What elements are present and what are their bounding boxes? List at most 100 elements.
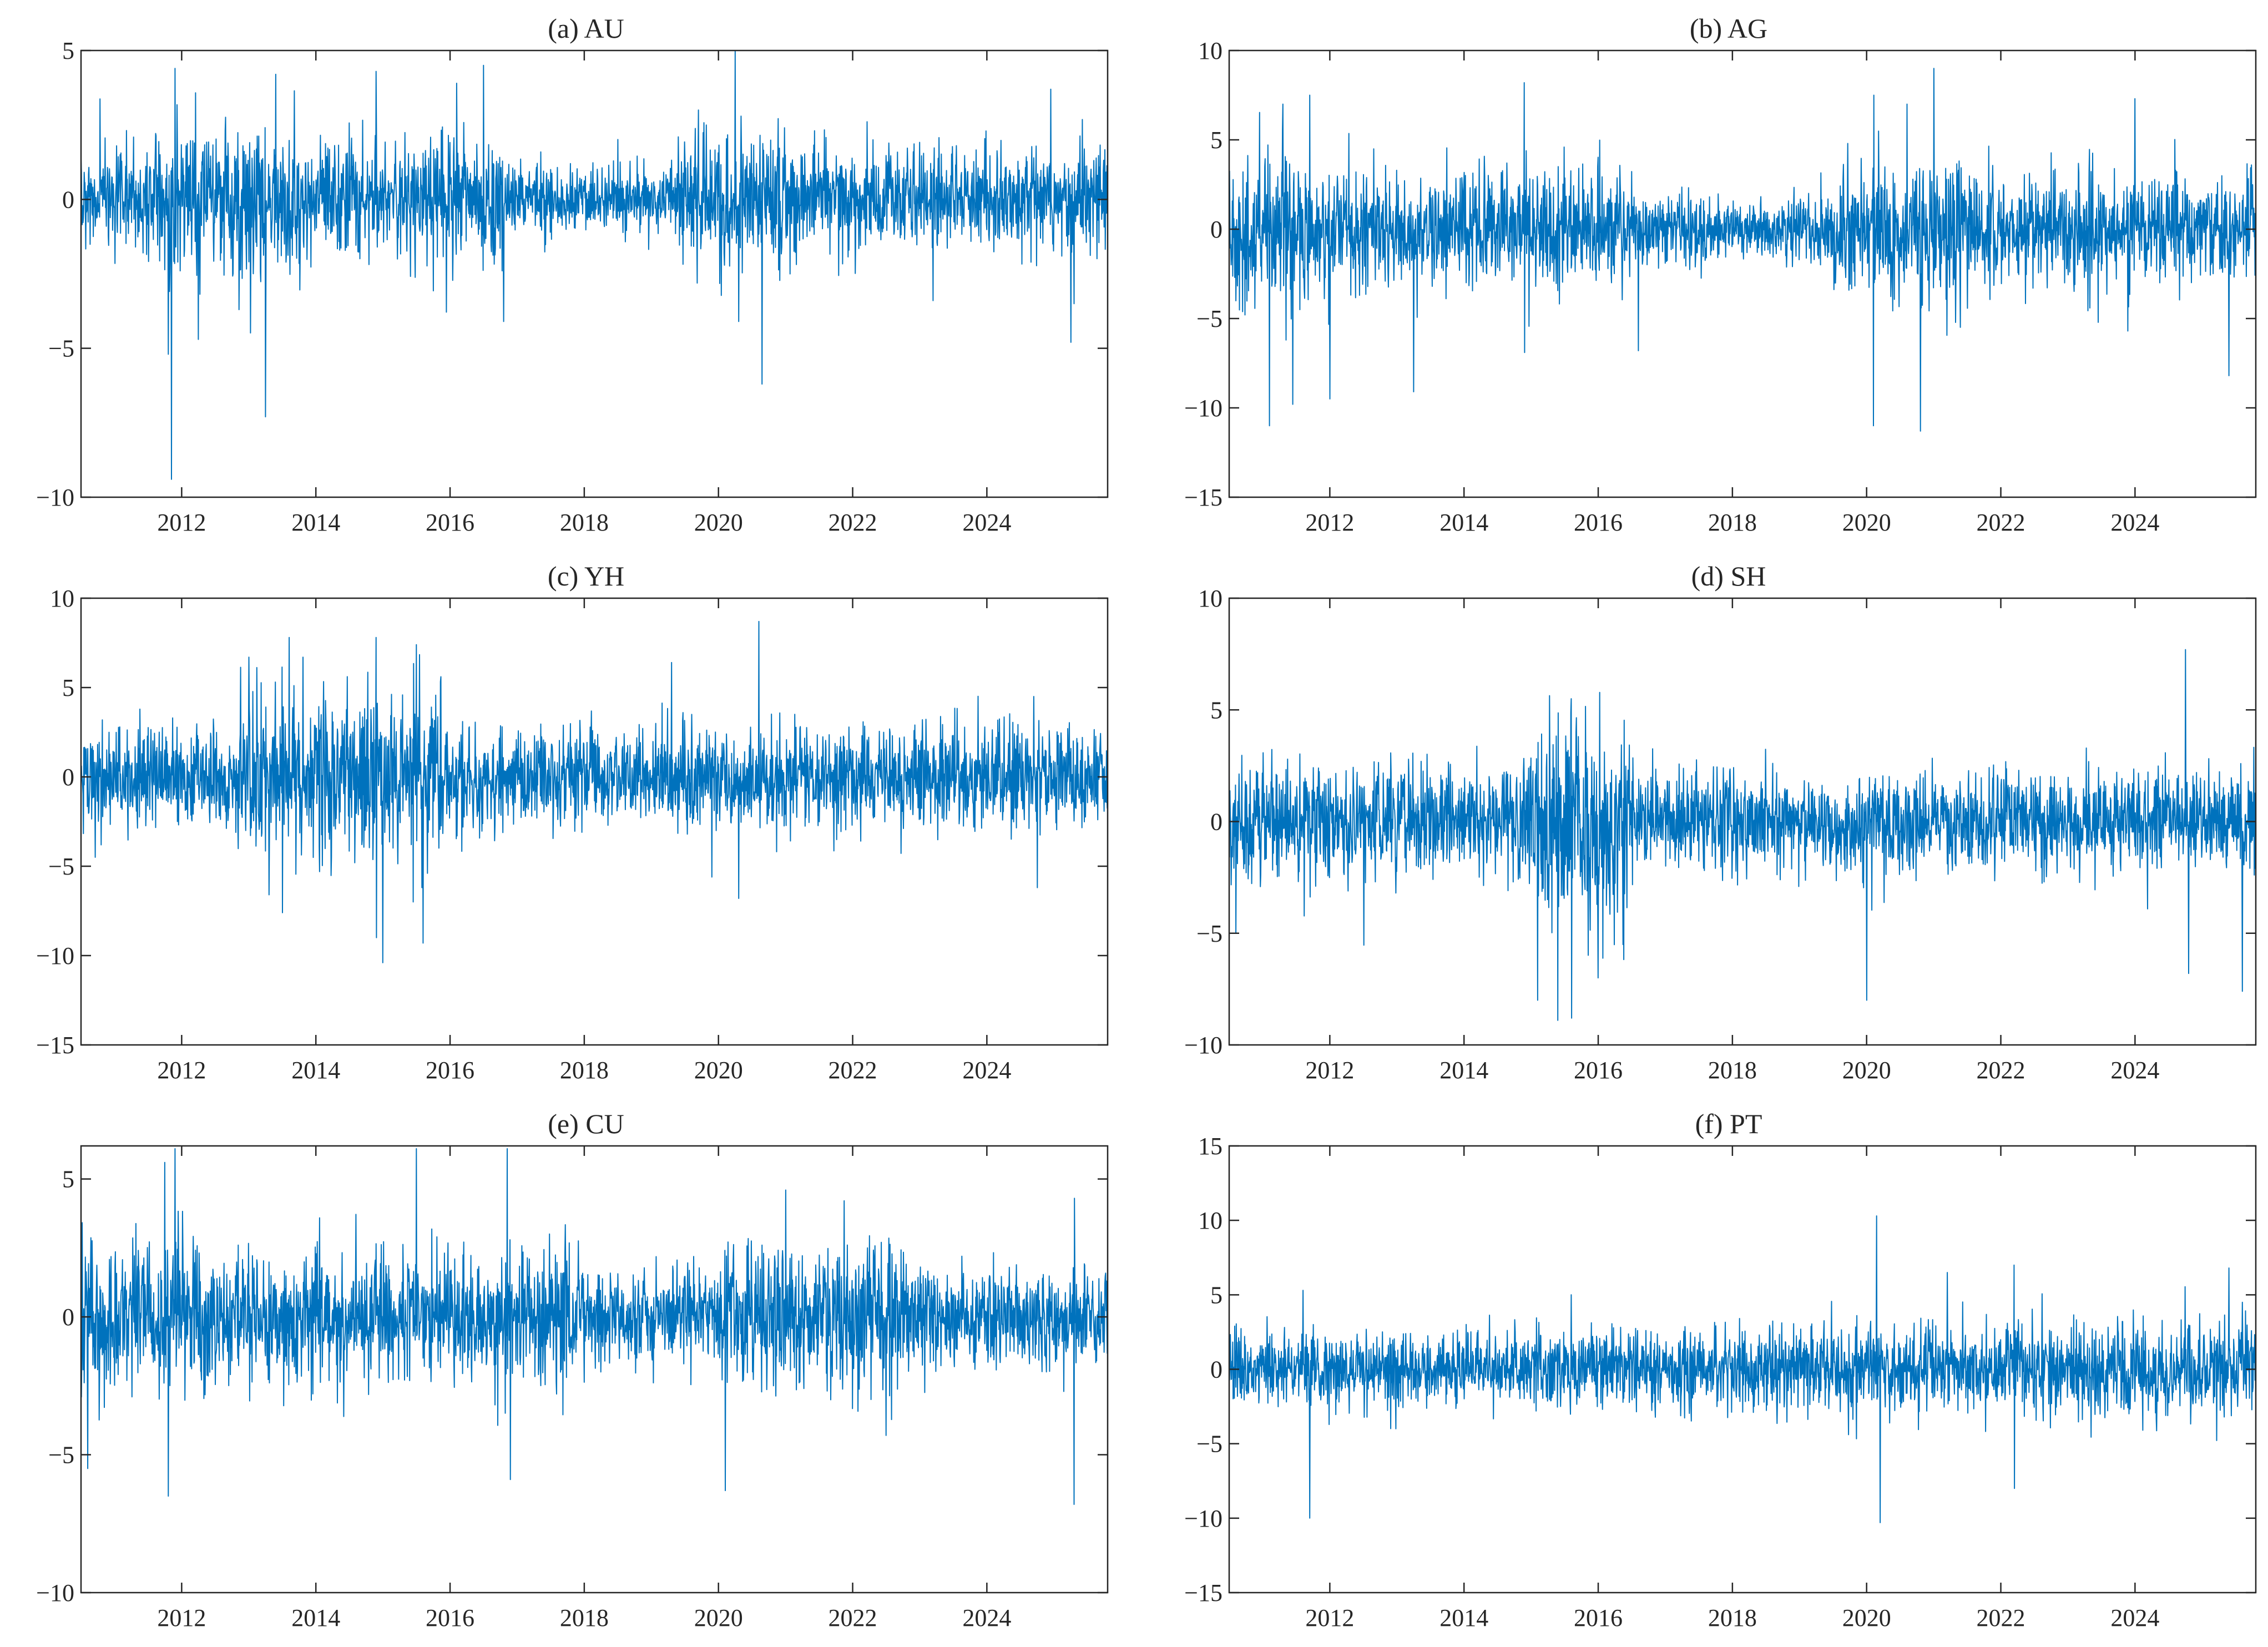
x-tick-label: 2020: [694, 509, 743, 536]
x-tick-label: 2020: [1842, 509, 1891, 536]
x-tick-label: 2012: [157, 1604, 206, 1631]
y-tick-label: 0: [62, 186, 74, 213]
y-tick-label: 5: [1210, 127, 1223, 154]
plot-area: 5 0 −5 −10 2012 2014 2016 2018 2020 2022 2024: [36, 37, 1109, 536]
x-tick-label: 2020: [694, 1604, 743, 1631]
series-line: [81, 620, 1108, 963]
x-tick-label: 2020: [1842, 1604, 1891, 1631]
axes-frame: [1228, 49, 2257, 498]
x-tick-label: 2014: [1439, 1057, 1488, 1084]
y-tick-label: 5: [62, 37, 74, 64]
series-line: [1229, 1215, 2256, 1523]
y-tick-label: −10: [1184, 395, 1223, 422]
panel-cu: (e) CU 5 0 −5 −10 2012 2014 2016 2018 2020 2022 20…: [36, 1108, 1109, 1631]
y-tick-label: 5: [62, 674, 74, 701]
plot-area: 15 10 5 0 −5 −10 −15 2012 2014 2016 2018 2020 2022 20…: [1184, 1133, 2257, 1631]
y-tick-label: −5: [1196, 1431, 1223, 1458]
y-tick-label: −10: [1184, 1032, 1223, 1059]
x-tick-label: 2022: [829, 1604, 877, 1631]
x-tick-label: 2018: [1708, 1604, 1757, 1631]
y-tick-label: 0: [62, 1304, 74, 1331]
x-tick-label: 2024: [2110, 1604, 2159, 1631]
y-tick-label: −5: [1196, 920, 1223, 947]
x-tick-label: 2014: [1439, 509, 1488, 536]
x-tick-label: 2016: [426, 509, 474, 536]
series-line: [81, 1148, 1108, 1505]
panel-pt: (f) PT 15 10 5 0 −5 −10 −15 2012 2014 2016 2018 202…: [1184, 1108, 2257, 1631]
y-tick-label: 0: [1210, 809, 1223, 836]
panel-title: (e) CU: [548, 1108, 624, 1139]
x-tick-label: 2012: [1305, 509, 1354, 536]
y-tick-label: 5: [62, 1166, 74, 1193]
y-tick-label: −10: [36, 1579, 74, 1606]
x-tick-label: 2024: [2110, 1057, 2159, 1084]
y-tick-label: 0: [1210, 1356, 1223, 1383]
x-tick-label: 2012: [157, 1057, 206, 1084]
x-tick-label: 2018: [1708, 509, 1757, 536]
x-tick-label: 2022: [829, 1057, 877, 1084]
x-tick-label: 2014: [291, 509, 340, 536]
plot-area: 5 0 −5 −10 2012 2014 2016 2018 2020 2022 2024: [36, 1145, 1109, 1631]
panel-ag: (b) AG 10 5 0 −5 −10 −15 2012 2014 2016 2018 2020 2…: [1184, 13, 2257, 536]
y-tick-label: −15: [1184, 484, 1223, 511]
y-tick-label: 0: [62, 764, 74, 791]
series-line: [81, 50, 1108, 480]
y-tick-label: −10: [36, 942, 74, 969]
x-tick-label: 2018: [1708, 1057, 1757, 1084]
y-tick-label: −5: [1196, 305, 1223, 332]
y-tick-label: 5: [1210, 696, 1223, 724]
y-tick-label: −5: [48, 1442, 74, 1469]
x-tick-label: 2016: [1574, 1604, 1623, 1631]
x-tick-label: 2020: [694, 1057, 743, 1084]
y-tick-label: −10: [1184, 1505, 1223, 1532]
x-tick-label: 2018: [560, 1604, 609, 1631]
x-tick-label: 2024: [2110, 509, 2159, 536]
panel-title: (d) SH: [1691, 560, 1766, 592]
x-tick-label: 2018: [560, 509, 609, 536]
x-tick-label: 2014: [1439, 1604, 1488, 1631]
x-tick-label: 2022: [829, 509, 877, 536]
x-tick-label: 2022: [1977, 1604, 2025, 1631]
x-tick-label: 2022: [1977, 1057, 2025, 1084]
panel-title: (b) AG: [1690, 13, 1767, 44]
x-tick-label: 2022: [1977, 509, 2025, 536]
x-tick-label: 2018: [560, 1057, 609, 1084]
y-tick-label: 10: [1198, 1207, 1223, 1234]
panel-yh: (c) YH 10 5 0 −5 −10 −15 2012 2014 2016 2018 2020 2…: [36, 560, 1109, 1084]
y-tick-label: −5: [48, 335, 74, 362]
panel-title: (c) YH: [548, 560, 624, 592]
x-tick-label: 2020: [1842, 1057, 1891, 1084]
x-tick-label: 2016: [426, 1604, 474, 1631]
y-tick-label: −5: [48, 853, 74, 880]
panel-title: (a) AU: [548, 13, 624, 44]
plot-area: 10 5 0 −5 −10 −15 2012 2014 2016 2018 2020 2022 2024: [36, 585, 1109, 1084]
x-tick-label: 2016: [1574, 509, 1623, 536]
x-tick-label: 2014: [291, 1604, 340, 1631]
x-tick-label: 2012: [1305, 1604, 1354, 1631]
series-line: [1229, 649, 2256, 1021]
series-line: [1229, 68, 2256, 432]
x-tick-label: 2024: [962, 1604, 1011, 1631]
panel-au: (a) AU 5 0 −5 −10 2012 2014 2016 2018 2020 2022 20…: [36, 13, 1109, 536]
axes-frame: [80, 597, 1109, 1046]
panel-title: (f) PT: [1695, 1108, 1762, 1139]
axes-frame: [80, 49, 1109, 498]
y-tick-label: −15: [36, 1032, 74, 1059]
panel-sh: (d) SH 10 5 0 −5 −10 2012 2014 2016 2018 2020 2022…: [1184, 560, 2257, 1084]
x-tick-label: 2024: [962, 509, 1011, 536]
plot-area: 10 5 0 −5 −10 −15 2012 2014 2016 2018 2020 2022 2024: [1184, 37, 2257, 536]
plot-area: 10 5 0 −5 −10 2012 2014 2016 2018 2020 2022 2024: [1184, 585, 2257, 1084]
y-tick-label: 5: [1210, 1281, 1223, 1308]
x-tick-label: 2012: [157, 509, 206, 536]
y-tick-label: 15: [1198, 1133, 1223, 1160]
y-tick-label: 0: [1210, 216, 1223, 243]
x-tick-label: 2014: [291, 1057, 340, 1084]
y-tick-label: 10: [1198, 37, 1223, 64]
axes-frame: [80, 1145, 1109, 1594]
y-tick-label: −15: [1184, 1579, 1223, 1606]
y-tick-label: −10: [36, 484, 74, 511]
x-tick-label: 2024: [962, 1057, 1011, 1084]
y-tick-label: 10: [50, 585, 74, 612]
x-tick-label: 2016: [426, 1057, 474, 1084]
